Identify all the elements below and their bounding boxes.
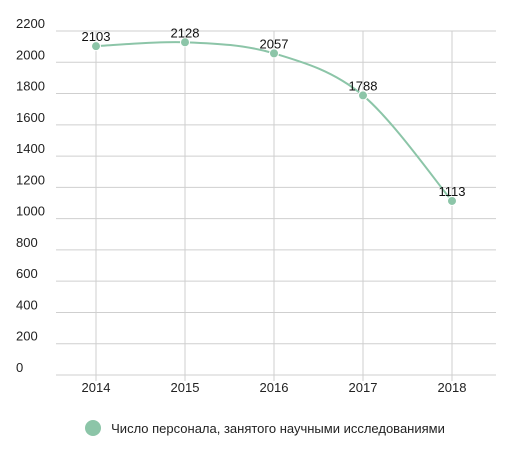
y-tick-label: 600 <box>16 266 38 281</box>
x-tick-label: 2014 <box>82 380 111 395</box>
data-point <box>447 195 457 206</box>
data-label: 1113 <box>439 184 466 199</box>
data-labels: 2103 2128 2057 1788 1113 <box>82 25 466 199</box>
data-label: 2103 <box>82 29 111 44</box>
y-tick-label: 1200 <box>16 172 45 187</box>
y-tick-label: 0 <box>16 360 23 375</box>
y-tick-label: 400 <box>16 297 38 312</box>
y-tick-label: 2000 <box>16 47 45 62</box>
y-tick-label: 1000 <box>16 204 45 219</box>
data-point <box>180 37 190 48</box>
x-tick-label: 2018 <box>438 380 467 395</box>
y-tick-label: 800 <box>16 235 38 250</box>
data-label: 2128 <box>171 25 200 40</box>
data-point <box>269 48 279 59</box>
data-label: 1788 <box>349 78 378 93</box>
y-tick-label: 1600 <box>16 110 45 125</box>
y-tick-label: 1800 <box>16 79 45 94</box>
grid-lines <box>56 30 496 381</box>
x-tick-label: 2015 <box>171 380 200 395</box>
y-tick-label: 200 <box>16 329 38 344</box>
x-axis-ticks: 2014 2015 2016 2017 2018 <box>82 380 467 395</box>
x-tick-label: 2016 <box>260 380 289 395</box>
y-tick-label: 2200 <box>16 16 45 31</box>
legend-label: Число персонала, занятого научными иссле… <box>111 420 445 436</box>
data-point <box>91 41 101 52</box>
data-label: 2057 <box>260 36 289 51</box>
legend: Число персонала, занятого научными иссле… <box>0 406 530 450</box>
legend-marker <box>85 420 102 436</box>
y-tick-label: 1400 <box>16 141 45 156</box>
data-point <box>358 90 368 101</box>
y-axis-ticks: 0 200 400 600 800 1000 1200 1400 1600 1800 2000 220… <box>16 16 45 375</box>
x-tick-label: 2017 <box>349 380 378 395</box>
data-points <box>91 37 457 206</box>
